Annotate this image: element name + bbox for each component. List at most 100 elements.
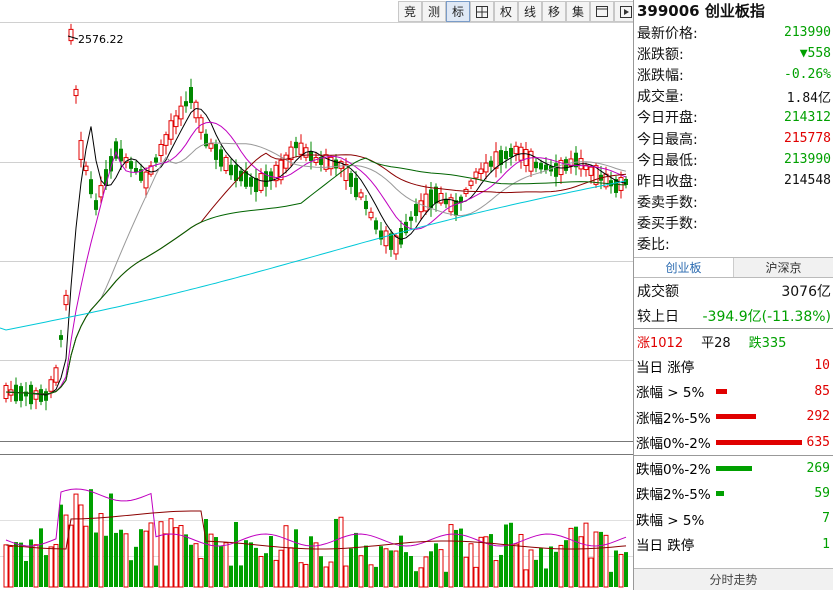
distribution-count: 269 xyxy=(806,460,830,476)
volume-bar xyxy=(189,544,193,587)
advance-count: 涨1012 xyxy=(637,335,684,351)
ma5-line xyxy=(5,107,627,396)
quote-value: 213990 xyxy=(784,25,831,41)
toolbar-button-ce[interactable]: 测 xyxy=(422,1,446,22)
candle-body xyxy=(39,389,43,402)
advance-decline-summary: 涨1012 平28 跌335 xyxy=(634,328,833,353)
quote-row: 今日开盘: 214312 xyxy=(634,107,833,128)
volume-bar xyxy=(33,544,39,588)
toolbar-button-biao[interactable]: 标 xyxy=(446,1,470,22)
quote-value: 215778 xyxy=(784,131,831,147)
quote-row: 委比: xyxy=(634,234,833,255)
kline-chart-area[interactable]: 2576.22 竞 测 标 权 线 移 集 xyxy=(0,0,638,590)
volume-bar xyxy=(309,536,313,587)
volume-bar xyxy=(48,546,54,588)
turnover-value: 3076亿 xyxy=(781,283,831,300)
candle-body xyxy=(98,185,104,198)
distribution-label: 跌幅0%-2% xyxy=(636,462,711,479)
volume-bar xyxy=(313,542,319,588)
volume-bar xyxy=(134,546,138,587)
ma-long-line xyxy=(0,180,627,331)
intraday-chart-tab[interactable]: 分时走势 xyxy=(634,568,833,590)
play-icon xyxy=(620,5,632,18)
candle-body xyxy=(244,171,248,187)
toolbar-button-xian[interactable]: 线 xyxy=(518,1,542,22)
candle-body xyxy=(323,154,329,170)
volume-bar xyxy=(39,528,43,587)
volume-bar xyxy=(328,561,334,588)
volume-bar xyxy=(3,544,9,588)
candle-body xyxy=(338,161,344,169)
turnover-compare-value: -394.9亿(-11.38%) xyxy=(702,308,832,325)
candle-body xyxy=(454,200,458,216)
distribution-row: 涨幅 > 5% 85 xyxy=(634,379,833,405)
volume-bar xyxy=(14,542,18,587)
volume-bar xyxy=(298,562,304,588)
volume-bar xyxy=(393,550,399,588)
kline-chart[interactable]: 2576.22 xyxy=(0,0,633,590)
tab-chinext[interactable]: 创业板 xyxy=(634,258,734,278)
candle-body xyxy=(148,165,154,175)
tab-all-markets[interactable]: 沪深京 xyxy=(734,258,833,278)
volume-bar xyxy=(269,536,273,587)
toolbar-button-quan[interactable]: 权 xyxy=(494,1,518,22)
volume-bar xyxy=(8,545,14,588)
quote-row: 涨跌幅: -0.26% xyxy=(634,64,833,85)
volume-bar xyxy=(59,504,63,587)
candle-body xyxy=(504,151,508,159)
quote-row: 委卖手数: xyxy=(634,192,833,213)
distribution-bar xyxy=(716,388,727,394)
quote-label: 今日最高: xyxy=(637,131,698,148)
volume-bar xyxy=(24,560,28,587)
volume-bar xyxy=(493,560,499,588)
candle-body xyxy=(534,161,538,169)
volume-bar xyxy=(303,563,309,588)
candle-body xyxy=(319,157,323,165)
candle-body xyxy=(414,204,418,216)
candle-body xyxy=(48,379,54,392)
candle-body xyxy=(588,166,594,176)
volume-bar xyxy=(114,532,118,587)
distribution-label: 当日 涨停 xyxy=(636,359,695,376)
volume-bar xyxy=(319,556,323,587)
toolbar-button-window[interactable] xyxy=(590,1,614,22)
distribution-label: 当日 跌停 xyxy=(636,538,695,555)
candle-body xyxy=(204,133,208,147)
quote-label: 今日最低: xyxy=(637,152,698,169)
candle-body xyxy=(448,197,454,213)
volume-bar xyxy=(578,536,584,588)
volume-bar xyxy=(258,555,264,588)
candle-body xyxy=(254,177,258,193)
candle-body xyxy=(78,140,84,160)
candle-body xyxy=(109,156,113,172)
volume-bar xyxy=(198,558,204,588)
candle-body xyxy=(94,200,98,210)
volume-bar xyxy=(354,532,358,587)
candle-body xyxy=(189,86,193,104)
volume-bar xyxy=(204,519,208,587)
quote-row: 今日最高: 215778 xyxy=(634,128,833,149)
candle-body xyxy=(229,164,233,176)
quote-label: 昨日收盘: xyxy=(637,173,698,190)
toolbar-button-yi[interactable]: 移 xyxy=(542,1,566,22)
quote-label: 涨跌幅: xyxy=(637,67,684,84)
quote-value: -0.26% xyxy=(784,67,831,83)
volume-bar xyxy=(468,543,474,588)
volume-bar xyxy=(94,532,98,587)
volume-bar xyxy=(104,535,108,587)
volume-bar xyxy=(404,552,408,587)
distribution-row: 涨幅0%-2% 635 xyxy=(634,430,833,456)
toolbar-button-jing[interactable]: 竞 xyxy=(398,1,422,22)
volume-bar xyxy=(254,547,258,587)
volume-bar xyxy=(219,546,223,587)
volume-bar xyxy=(139,529,143,587)
candle-body xyxy=(438,192,444,204)
toolbar-button-grid[interactable] xyxy=(470,1,494,22)
candle-body xyxy=(614,179,618,193)
volume-bar xyxy=(168,518,174,588)
toolbar-button-ji[interactable]: 集 xyxy=(566,1,590,22)
volume-bar xyxy=(334,518,338,587)
quote-value: 214312 xyxy=(784,109,831,125)
volume-bar xyxy=(438,549,444,588)
index-title: 399006 创业板指 xyxy=(637,2,765,20)
